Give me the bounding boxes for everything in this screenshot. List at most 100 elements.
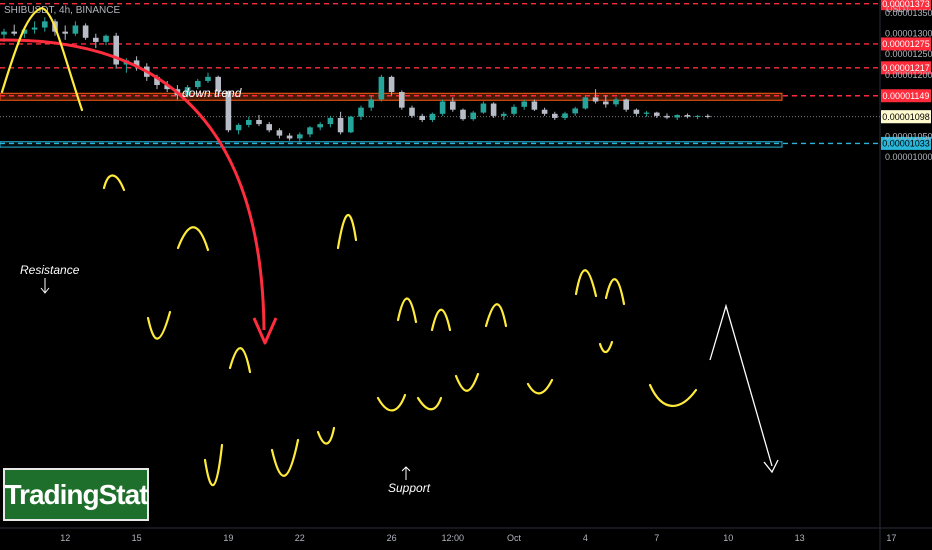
candle [429, 112, 436, 123]
candle-body [388, 76, 395, 93]
candle-body [643, 112, 650, 114]
candle [490, 102, 497, 118]
candle-body [409, 107, 415, 116]
logo-text: TradingStat [4, 478, 149, 510]
x-tick-label-11: 17 [886, 533, 896, 543]
candle-body [225, 91, 232, 131]
candle-body [154, 76, 160, 86]
candle [72, 21, 79, 36]
candle-body [633, 109, 640, 114]
symbol-header: SHIBUSDT, 4h, BINANCE [4, 5, 120, 16]
candle-body [429, 113, 436, 120]
candle-body [337, 117, 344, 133]
candle-body [419, 115, 425, 120]
candle-body [195, 80, 201, 88]
candle-body [21, 29, 28, 34]
level-badge-label-4: 0.00001033 [882, 139, 930, 149]
candle-body [399, 92, 405, 108]
swing-marker-13 [454, 372, 480, 392]
candle-body [572, 108, 578, 114]
candle-body [93, 37, 99, 42]
swing-marker-0 [0, 6, 84, 112]
candle [348, 115, 354, 134]
level-badge-label-2: 0.00001217 [882, 63, 930, 73]
level-badge-label-0: 0.00001373 [882, 0, 930, 9]
candle-body [113, 35, 119, 65]
resistance-zone [0, 92, 783, 101]
candle [113, 32, 119, 69]
candle-body [470, 112, 476, 120]
swing-marker-1 [102, 174, 126, 192]
candle [246, 116, 252, 128]
x-tick-label-7: 4 [583, 533, 588, 543]
candle-body [266, 124, 272, 131]
candle-body [72, 25, 79, 34]
swing-marker-19 [648, 383, 698, 407]
candle [450, 97, 456, 112]
candle [286, 133, 293, 141]
level-badge-4 [881, 136, 931, 150]
candle [103, 34, 109, 46]
candle-body [11, 31, 17, 34]
swing-marker-14 [484, 303, 508, 328]
candle-body [256, 119, 262, 125]
candle [501, 111, 507, 120]
candle [205, 72, 211, 84]
candle [643, 110, 650, 117]
down-trend-arrow [0, 38, 266, 331]
candle-body [348, 116, 354, 133]
unit-label: USDT [886, 4, 911, 14]
candle-body [694, 115, 701, 117]
candle [93, 33, 99, 49]
candle [337, 111, 344, 135]
swing-marker-9 [376, 393, 407, 412]
level-badge-3 [881, 89, 931, 103]
candle [633, 108, 640, 116]
x-tick-label-2: 19 [223, 533, 233, 543]
swing-marker-18 [604, 278, 626, 306]
candle [368, 95, 374, 111]
candle-body [103, 35, 109, 42]
x-tick-label-9: 10 [723, 533, 733, 543]
candle [694, 115, 701, 120]
swing-marker-3 [176, 226, 210, 252]
candle [603, 95, 609, 108]
candle-body [490, 103, 497, 116]
candle [133, 56, 140, 71]
swing-marker-11 [416, 396, 443, 411]
candle-body [62, 31, 68, 34]
swing-marker-5 [228, 347, 252, 374]
candle-body [358, 107, 364, 117]
candle-body [531, 101, 538, 110]
candle [460, 108, 466, 121]
x-tick-label-4: 26 [387, 533, 397, 543]
candle [378, 74, 385, 102]
candle-body [603, 101, 609, 105]
candle-body [439, 101, 446, 114]
swing-marker-12 [430, 308, 452, 332]
candle [235, 123, 242, 135]
candle [654, 111, 660, 118]
candle-body [42, 21, 48, 28]
candle [541, 107, 548, 116]
candle-body [215, 76, 221, 92]
swing-marker-4 [203, 443, 224, 487]
candle [62, 25, 68, 40]
support-pointer [401, 466, 411, 480]
last-price-badge-tint [881, 110, 931, 124]
candle-body [327, 117, 334, 125]
candle [307, 126, 313, 138]
candle-body [480, 103, 487, 113]
candle-body [705, 115, 711, 117]
level-badge-2 [881, 61, 931, 75]
swing-marker-6 [270, 438, 300, 477]
candle-body [684, 115, 691, 117]
candle-body [378, 76, 385, 100]
candle-body [552, 113, 558, 118]
candle-body [613, 99, 619, 105]
candle-body [501, 113, 507, 116]
resistance-pointer [40, 278, 50, 294]
candle-body [623, 99, 629, 110]
candle [582, 95, 589, 110]
